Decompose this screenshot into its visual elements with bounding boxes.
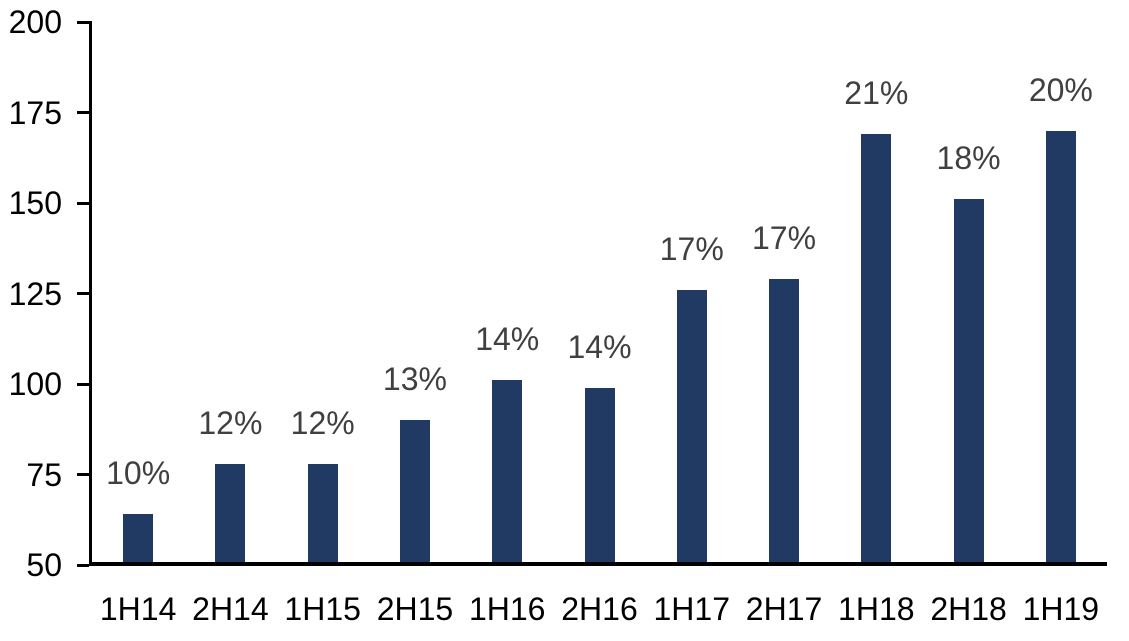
bar-2H17 <box>769 279 800 565</box>
bar-value-label: 17% <box>659 230 724 267</box>
y-axis-line <box>89 21 92 566</box>
y-tick-label: 50 <box>26 547 62 583</box>
bar-value-label: 14% <box>475 321 540 358</box>
bar-1H16 <box>492 380 523 565</box>
x-axis-line <box>89 562 1107 566</box>
bar-1H19 <box>1045 130 1076 565</box>
x-tick-label: 2H17 <box>745 591 823 627</box>
x-tick-label: 1H17 <box>653 591 731 627</box>
y-tick-label: 200 <box>8 4 62 40</box>
y-tick-mark <box>77 201 89 205</box>
bar-value-label: 18% <box>936 140 1001 177</box>
x-tick-label: 2H16 <box>561 591 638 627</box>
x-tick-label: 1H18 <box>838 591 915 627</box>
bar-2H18 <box>953 199 984 565</box>
y-tick-mark <box>77 20 89 24</box>
bar-1H15 <box>307 463 338 565</box>
bar-1H14 <box>123 514 154 565</box>
x-tick-label: 1H15 <box>284 591 361 627</box>
y-tick-mark <box>77 473 89 476</box>
bar-2H15 <box>399 420 430 565</box>
bar-value-label: 20% <box>1028 71 1093 108</box>
y-tick-mark <box>77 111 89 114</box>
bar-value-label: 14% <box>567 328 632 365</box>
x-tick-label: 2H18 <box>930 591 1007 627</box>
x-tick-label: 2H15 <box>376 591 454 627</box>
bar-2H14 <box>215 463 246 565</box>
y-tick-label: 125 <box>8 275 62 312</box>
y-tick-label: 100 <box>8 366 62 402</box>
x-tick-label: 1H16 <box>468 591 546 627</box>
bar-1H18 <box>861 134 892 565</box>
y-tick-mark <box>77 382 89 386</box>
y-tick-label: 175 <box>8 94 62 131</box>
bar-value-label: 17% <box>752 220 817 257</box>
x-tick-label: 2H14 <box>192 591 269 627</box>
x-tick-label: 1H19 <box>1022 591 1100 627</box>
bar-value-label: 13% <box>382 361 447 398</box>
bar-2H16 <box>584 387 615 565</box>
y-tick-mark <box>77 292 89 295</box>
x-tick-label: 1H14 <box>99 591 177 627</box>
bar-value-label: 21% <box>844 75 909 112</box>
bar-value-label: 12% <box>290 404 355 441</box>
bar-value-label: 10% <box>106 455 171 492</box>
y-tick-label: 150 <box>8 185 62 221</box>
bar-value-label: 12% <box>198 404 263 441</box>
y-tick-label: 75 <box>26 456 62 493</box>
bar-1H17 <box>676 289 707 565</box>
y-tick-mark <box>77 563 89 567</box>
